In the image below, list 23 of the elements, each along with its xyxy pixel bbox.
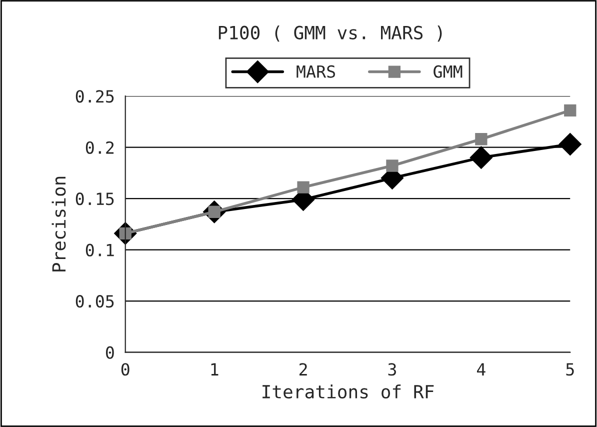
y-tick-label: 0.2 [86,141,114,154]
x-axis-title: Iterations of RF [262,384,434,399]
point [470,146,493,169]
legend-label: MARS [296,65,336,78]
x-tick-label: 3 [388,363,396,376]
point [386,160,398,172]
y-tick-label: 0.1 [86,244,114,256]
point [297,181,310,194]
chart-title: P100 ( GMM vs. MARS ) [218,25,442,42]
legend-label: GMM [434,65,462,78]
y-tick-label: 0.25 [76,90,114,103]
y-tick-label: 0 [106,346,114,359]
x-tick-label: 2 [299,363,307,376]
x-tick-label: 0 [121,363,130,376]
point [475,133,488,146]
x-tick-label: 5 [566,363,574,376]
point [564,104,576,116]
x-tick-label: 4 [476,363,486,376]
point [558,132,582,156]
y-tick-label: 0.15 [76,192,114,206]
y-axis-title: Precision [52,176,66,272]
y-tick-label: 0.05 [76,295,114,308]
x-tick-label: 1 [211,363,218,376]
